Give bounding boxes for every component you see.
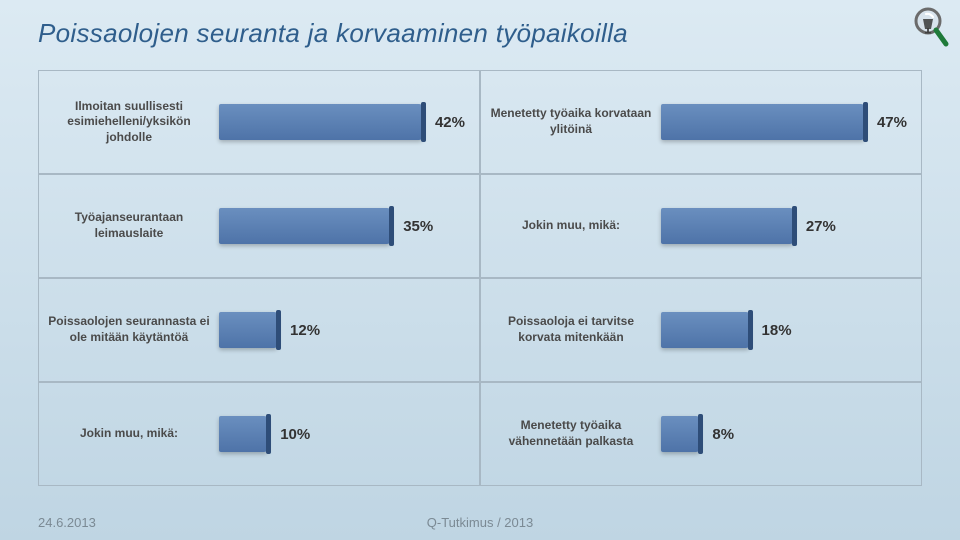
bar-label: Menetetty työaika korvataan ylitöinä bbox=[481, 106, 661, 137]
bar-label: Työajanseurantaan leimauslaite bbox=[39, 210, 219, 241]
bar-track: 12% bbox=[219, 279, 465, 381]
chart-grid: Ilmoitan suullisesti esimiehelleni/yksik… bbox=[38, 70, 922, 486]
page-title: Poissaolojen seuranta ja korvaaminen työ… bbox=[38, 18, 628, 49]
bar-value: 47% bbox=[877, 114, 907, 131]
bar-track: 18% bbox=[661, 279, 907, 381]
chart-cell: Jokin muu, mikä: 27% bbox=[480, 174, 922, 278]
bar-value: 35% bbox=[403, 218, 433, 235]
bar-label: Menetetty työaika vähennetään palkasta bbox=[481, 418, 661, 449]
bar-track: 10% bbox=[219, 383, 465, 485]
chart-cell: Menetetty työaika vähennetään palkasta 8% bbox=[480, 382, 922, 486]
bar-label: Poissaolojen seurannasta ei ole mitään k… bbox=[39, 314, 219, 345]
bar-label: Jokin muu, mikä: bbox=[39, 426, 219, 442]
bar-label: Poissaoloja ei tarvitse korvata mitenkää… bbox=[481, 314, 661, 345]
chart-cell: Poissaoloja ei tarvitse korvata mitenkää… bbox=[480, 278, 922, 382]
bar-track: 35% bbox=[219, 175, 465, 277]
bar-track: 27% bbox=[661, 175, 907, 277]
bar-track: 47% bbox=[661, 71, 907, 173]
bar bbox=[661, 312, 750, 348]
bar-value: 42% bbox=[435, 114, 465, 131]
bar bbox=[661, 208, 794, 244]
bar bbox=[661, 104, 865, 140]
bar-value: 12% bbox=[290, 322, 320, 339]
bar bbox=[219, 312, 278, 348]
footer-source: Q-Tutkimus / 2013 bbox=[427, 515, 533, 530]
bar-track: 8% bbox=[661, 383, 907, 485]
magnifier-icon bbox=[910, 6, 950, 55]
bar bbox=[661, 416, 700, 452]
bar-track: 42% bbox=[219, 71, 465, 173]
chart-cell: Jokin muu, mikä: 10% bbox=[38, 382, 480, 486]
chart-cell: Työajanseurantaan leimauslaite 35% bbox=[38, 174, 480, 278]
bar-value: 10% bbox=[280, 426, 310, 443]
chart-cell: Poissaolojen seurannasta ei ole mitään k… bbox=[38, 278, 480, 382]
bar bbox=[219, 104, 423, 140]
bar bbox=[219, 208, 391, 244]
bar-value: 8% bbox=[712, 426, 734, 443]
bar bbox=[219, 416, 268, 452]
bar-label: Jokin muu, mikä: bbox=[481, 218, 661, 234]
bar-value: 27% bbox=[806, 218, 836, 235]
bar-label: Ilmoitan suullisesti esimiehelleni/yksik… bbox=[39, 99, 219, 146]
chart-cell: Menetetty työaika korvataan ylitöinä 47% bbox=[480, 70, 922, 174]
footer-date: 24.6.2013 bbox=[38, 515, 96, 530]
bar-value: 18% bbox=[762, 322, 792, 339]
chart-cell: Ilmoitan suullisesti esimiehelleni/yksik… bbox=[38, 70, 480, 174]
